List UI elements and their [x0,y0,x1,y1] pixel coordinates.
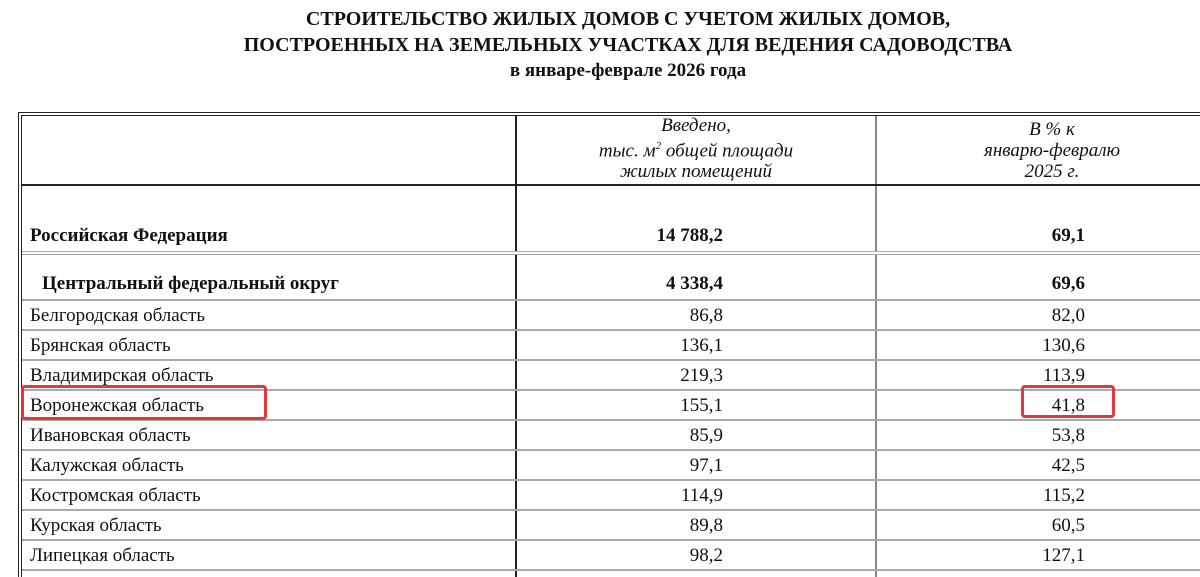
title-line-1: СТРОИТЕЛЬСТВО ЖИЛЫХ ДОМОВ С УЧЕТОМ ЖИЛЫХ… [305,8,951,30]
header-built-line: жилых помещений [619,161,773,182]
built-value: 136,1 [680,335,723,356]
region-name: Российская Федерация [30,225,228,246]
region-name: Ивановская область [30,425,191,446]
table-row: Белгородская область 86,8 82,0 [22,301,1200,331]
built-value: 155,1 [680,395,723,416]
percent-value: 42,5 [1051,455,1085,476]
header-built: Введено, тыс. м2 общей площади жилых пом… [517,114,877,184]
percent-value: 115,2 [1042,485,1085,506]
percent-value: 41,8 [1051,395,1085,416]
percent-value: 130,6 [1042,335,1085,356]
region-name: Липецкая область [30,545,175,566]
built-value: 97,1 [689,455,723,476]
percent-value: 69,1 [1051,225,1085,246]
table-row: Липецкая область 98,2 127,1 [22,541,1200,571]
built-value: 219,3 [680,365,723,386]
built-value: 89,8 [689,515,723,536]
table-row: Ивановская область 85,9 53,8 [22,421,1200,451]
header-percent-line: В % к [1029,119,1075,140]
header-built-line: Введено, [661,114,731,136]
percent-value: 53,8 [1051,425,1085,446]
table-row: Костромская область 114,9 115,2 [22,481,1200,511]
built-value: 14 788,2 [656,225,724,246]
region-name: Калужская область [30,455,184,476]
table-row: Центральный федеральный округ 4 338,4 69,6 [22,255,1200,301]
table-row: Российская Федерация 14 788,2 69,1 [22,186,1200,255]
percent-value: 113,9 [1042,365,1085,386]
built-value: 114,9 [680,485,723,506]
percent-value: 127,1 [1042,545,1085,566]
header-percent: В % к январю-февралю 2025 г. [877,116,1200,184]
table-row: Калужская область 97,1 42,5 [22,451,1200,481]
table-row-highlighted: Воронежская область 155,1 41,8 [22,391,1200,421]
percent-value: 60,5 [1051,515,1085,536]
header-percent-line: 2025 г. [1024,161,1080,182]
highlight-value-box [1021,385,1115,418]
built-value: 98,2 [689,545,723,566]
region-name: Курская область [30,515,162,536]
header-built-line: тыс. м2 общей площади [598,139,794,161]
table-row: Брянская область 136,1 130,6 [22,331,1200,361]
housing-table: Введено, тыс. м2 общей площади жилых пом… [18,112,1200,577]
header-empty-cell [22,116,517,184]
region-name: Владимирская область [30,365,214,386]
title-line-2: ПОСТРОЕННЫХ НА ЗЕМЕЛЬНЫХ УЧАСТКАХ ДЛЯ ВЕ… [243,34,1013,56]
percent-value: 69,6 [1051,273,1085,294]
region-name: Костромская область [30,485,201,506]
table-row: Владимирская область 219,3 113,9 [22,361,1200,391]
header-percent-line: январю-февралю [984,140,1120,161]
document-title: СТРОИТЕЛЬСТВО ЖИЛЫХ ДОМОВ С УЧЕТОМ ЖИЛЫХ… [56,6,1200,84]
table-header: Введено, тыс. м2 общей площади жилых пом… [22,114,1200,186]
region-name: Воронежская область [30,395,204,416]
region-name: Центральный федеральный округ [42,273,339,294]
percent-value: 82,0 [1051,305,1085,326]
built-value: 4 338,4 [666,273,723,294]
table-row: Курская область 89,8 60,5 [22,511,1200,541]
table-row-cut [22,571,1200,577]
built-value: 85,9 [689,425,723,446]
highlight-region-box [21,385,267,420]
built-value: 86,8 [689,305,723,326]
region-name: Белгородская область [30,305,206,326]
title-line-3: в январе-феврале 2026 года [509,60,747,81]
region-name: Брянская область [30,335,171,356]
